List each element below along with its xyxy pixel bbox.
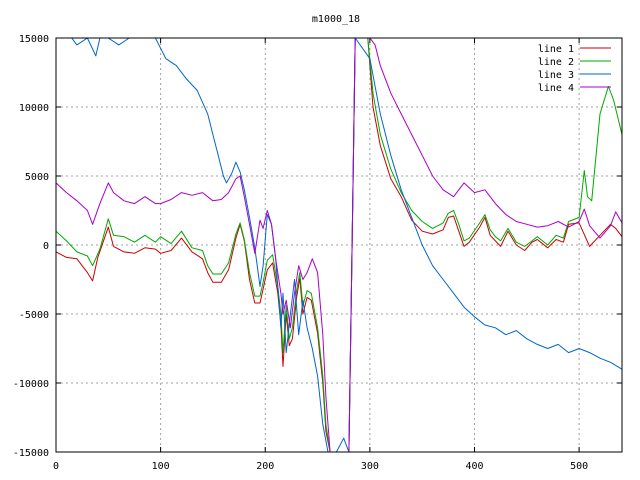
x-tick-label: 300 — [361, 461, 379, 472]
series-group — [56, 38, 622, 452]
legend-label: line 2 — [538, 57, 574, 68]
legend-label: line 1 — [538, 44, 574, 55]
axes: -15000 -10000 -5000 0 5000 10000 15000 0 100 200 3… — [13, 34, 622, 472]
x-tick-label: 0 — [53, 461, 59, 472]
x-tick-label: 400 — [465, 461, 483, 472]
legend: line 1 line 2 line 3 line 4 — [538, 44, 611, 94]
y-tick-label: 0 — [43, 241, 49, 252]
plot-frame — [55, 37, 623, 453]
y-tick-label: 15000 — [19, 34, 49, 45]
y-tick-label: -10000 — [13, 379, 49, 390]
legend-label: line 3 — [538, 70, 574, 81]
series-line-2 — [56, 38, 622, 452]
legend-label: line 4 — [538, 83, 574, 94]
grid — [56, 38, 622, 452]
series-line-1 — [56, 38, 622, 452]
series-line-4 — [56, 38, 622, 452]
x-tick-label: 200 — [256, 461, 274, 472]
chart-title: m1000_18 — [312, 14, 360, 25]
y-tick-label: 5000 — [25, 172, 49, 183]
y-tick-label: -15000 — [13, 448, 49, 459]
y-tick-label: 10000 — [19, 103, 49, 114]
y-tick-label: -5000 — [19, 310, 49, 321]
x-tick-label: 500 — [570, 461, 588, 472]
x-tick-label: 100 — [152, 461, 170, 472]
series-line-3 — [56, 38, 622, 452]
